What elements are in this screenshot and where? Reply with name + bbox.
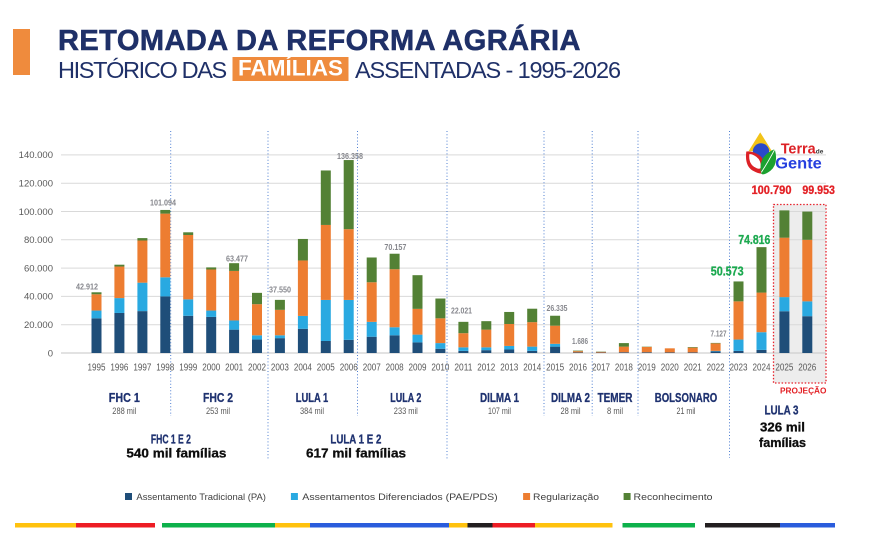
svg-text:1.686: 1.686 <box>572 336 588 346</box>
svg-text:101.094: 101.094 <box>150 198 176 208</box>
svg-text:RETOMADA DA REFORMA AGRÁRIA: RETOMADA DA REFORMA AGRÁRIA <box>58 23 581 57</box>
svg-text:FHC 1 E 2: FHC 1 E 2 <box>151 433 191 447</box>
svg-text:120.000: 120.000 <box>19 179 53 190</box>
svg-text:20.000: 20.000 <box>24 320 53 331</box>
svg-text:1997: 1997 <box>133 363 151 374</box>
svg-text:2005: 2005 <box>317 363 335 374</box>
svg-text:2017: 2017 <box>592 363 610 374</box>
svg-text:74.816: 74.816 <box>738 232 770 247</box>
svg-text:384 mil: 384 mil <box>300 406 324 416</box>
svg-text:DILMA 1: DILMA 1 <box>480 391 519 405</box>
svg-text:2012: 2012 <box>477 363 495 374</box>
svg-text:LULA 1: LULA 1 <box>296 391 329 405</box>
svg-text:LULA 1 E 2: LULA 1 E 2 <box>330 433 381 447</box>
svg-text:FHC 1: FHC 1 <box>109 391 140 405</box>
svg-text:617 mil famílias: 617 mil famílias <box>306 446 406 461</box>
svg-text:2015: 2015 <box>546 363 564 374</box>
svg-text:1996: 1996 <box>110 363 128 374</box>
svg-text:famílias: famílias <box>759 435 806 450</box>
svg-text:BOLSONARO: BOLSONARO <box>655 391 718 405</box>
svg-text:136.358: 136.358 <box>337 151 363 161</box>
svg-text:80.000: 80.000 <box>24 235 53 246</box>
svg-text:26.335: 26.335 <box>547 303 568 313</box>
svg-text:99.953: 99.953 <box>802 185 835 197</box>
svg-text:2026: 2026 <box>798 363 816 374</box>
svg-text:2021: 2021 <box>684 363 702 374</box>
svg-text:100.000: 100.000 <box>19 207 53 218</box>
svg-text:1999: 1999 <box>179 363 197 374</box>
svg-text:2010: 2010 <box>431 363 449 374</box>
svg-text:2018: 2018 <box>615 363 633 374</box>
svg-text:LULA 3: LULA 3 <box>765 403 799 417</box>
svg-text:FAMÍLIAS: FAMÍLIAS <box>238 56 343 81</box>
svg-text:FHC 2: FHC 2 <box>203 391 233 405</box>
svg-text:TEMER: TEMER <box>598 391 633 405</box>
svg-text:8 mil: 8 mil <box>607 406 623 416</box>
svg-text:0: 0 <box>48 348 53 359</box>
svg-text:540 mil famílias: 540 mil famílias <box>126 446 226 461</box>
svg-text:60.000: 60.000 <box>24 263 53 274</box>
svg-text:LULA 2: LULA 2 <box>390 391 421 405</box>
svg-text:37.550: 37.550 <box>269 285 291 295</box>
svg-text:107 mil: 107 mil <box>488 406 511 416</box>
svg-text:Assentamento Tradicional (PA): Assentamento Tradicional (PA) <box>136 492 266 503</box>
svg-text:40.000: 40.000 <box>24 292 53 303</box>
svg-text:7.127: 7.127 <box>711 329 727 339</box>
svg-text:ASSENTADAS - 1995-2026: ASSENTADAS - 1995-2026 <box>355 57 621 83</box>
svg-text:2024: 2024 <box>753 363 771 374</box>
svg-text:2020: 2020 <box>661 363 679 374</box>
svg-text:2003: 2003 <box>271 363 289 374</box>
svg-text:42.912: 42.912 <box>76 282 98 292</box>
svg-text:1995: 1995 <box>88 363 106 374</box>
svg-text:2023: 2023 <box>730 363 748 374</box>
svg-text:2008: 2008 <box>386 363 404 374</box>
svg-text:2007: 2007 <box>363 363 381 374</box>
svg-text:100.790: 100.790 <box>752 185 792 197</box>
svg-text:DILMA 2: DILMA 2 <box>551 391 590 405</box>
svg-text:2025: 2025 <box>775 363 793 374</box>
svg-text:2000: 2000 <box>202 363 220 374</box>
svg-text:2014: 2014 <box>523 363 541 374</box>
svg-text:2001: 2001 <box>225 363 243 374</box>
svg-text:2009: 2009 <box>409 363 427 374</box>
svg-text:2006: 2006 <box>340 363 358 374</box>
svg-text:2013: 2013 <box>500 363 518 374</box>
svg-text:PROJEÇÃO: PROJEÇÃO <box>780 386 827 396</box>
svg-text:Gente: Gente <box>775 155 822 172</box>
svg-text:22.021: 22.021 <box>451 306 472 316</box>
svg-text:28 mil: 28 mil <box>561 406 581 416</box>
svg-text:2004: 2004 <box>294 363 312 374</box>
svg-text:140.000: 140.000 <box>19 150 53 161</box>
svg-text:2016: 2016 <box>569 363 587 374</box>
svg-text:Assentamentos Diferenciados (P: Assentamentos Diferenciados (PAE/PDS) <box>302 492 497 503</box>
svg-text:1998: 1998 <box>156 363 174 374</box>
svg-text:Regularização: Regularização <box>533 492 599 503</box>
svg-text:288 mil: 288 mil <box>112 406 136 416</box>
svg-text:2011: 2011 <box>454 363 472 374</box>
svg-text:2002: 2002 <box>248 363 266 374</box>
svg-text:233 mil: 233 mil <box>394 406 418 416</box>
svg-text:Terra: Terra <box>781 141 817 158</box>
svg-text:253 mil: 253 mil <box>206 406 230 416</box>
svg-text:de: de <box>816 148 824 155</box>
svg-text:21 mil: 21 mil <box>677 406 696 416</box>
svg-text:50.573: 50.573 <box>711 264 744 279</box>
svg-text:326 mil: 326 mil <box>760 420 805 435</box>
svg-text:70.157: 70.157 <box>384 242 406 252</box>
svg-text:Reconhecimento: Reconhecimento <box>634 492 713 503</box>
svg-text:2022: 2022 <box>707 363 725 374</box>
svg-text:2019: 2019 <box>638 363 656 374</box>
svg-text:HISTÓRICO DAS: HISTÓRICO DAS <box>58 57 227 83</box>
svg-text:63.477: 63.477 <box>226 254 248 264</box>
